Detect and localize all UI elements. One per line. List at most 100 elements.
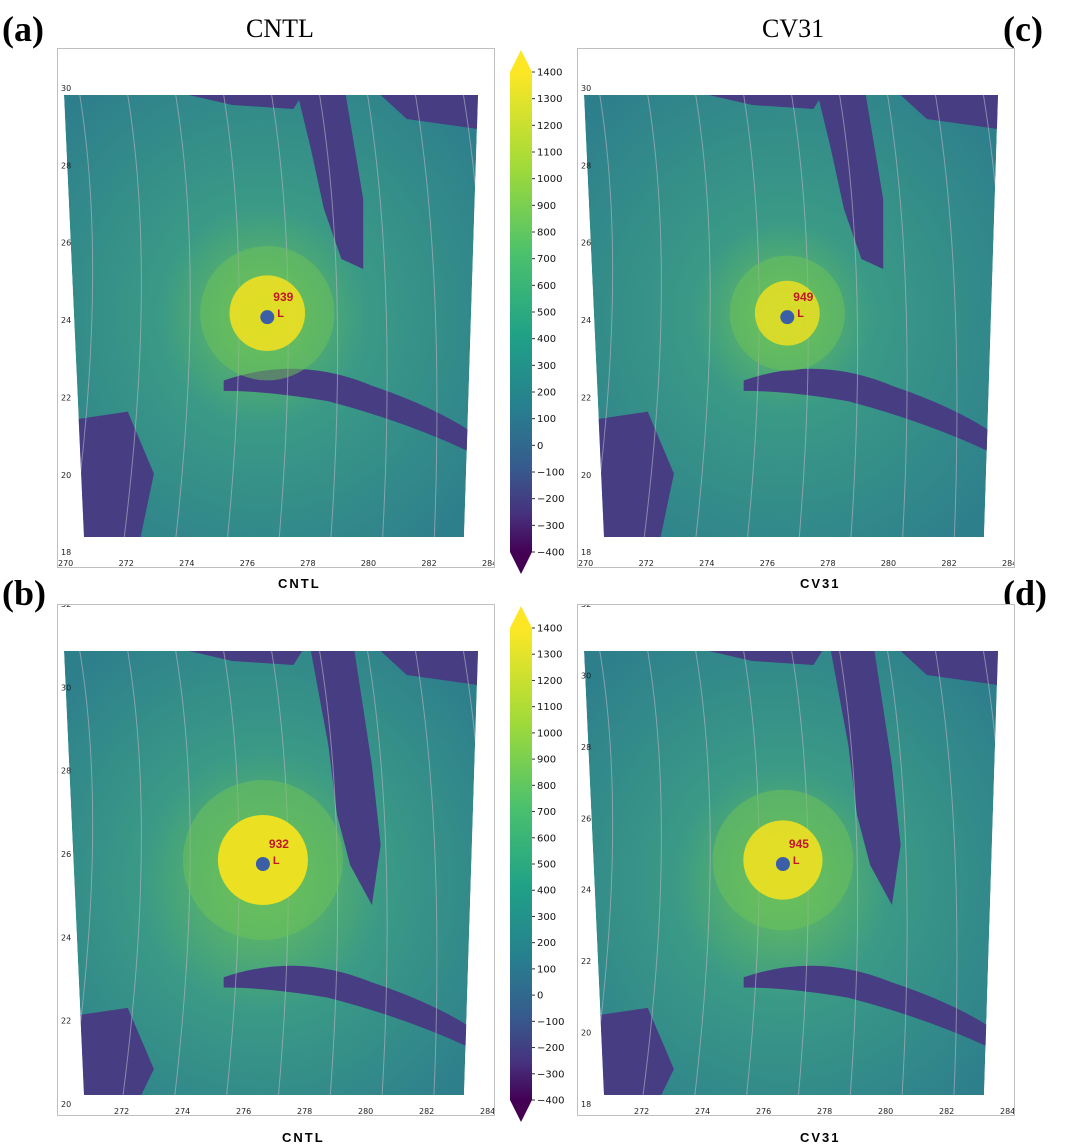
colorbar-tick-label: −300 <box>537 1069 564 1080</box>
x-tick-label: 280 <box>358 1107 373 1115</box>
y-tick-label: 24 <box>581 316 591 325</box>
colorbar-tick-label: 0 <box>537 991 543 1002</box>
pressure-contour <box>641 95 662 537</box>
pressure-contour <box>367 651 388 1095</box>
low-marker-label: L <box>273 855 280 867</box>
colorbar-gradient <box>510 628 532 1100</box>
panel-title-b: CNTL <box>282 1130 325 1145</box>
colorbar-tick-label: 600 <box>537 281 556 292</box>
colorbar-max-extend <box>510 50 532 72</box>
colorbar-tick-label: 1200 <box>537 121 562 132</box>
y-tick-label: 20 <box>581 471 591 480</box>
y-tick-label: 32 <box>61 605 71 609</box>
colorbar-canvas: 1400130012001100100090080070060050040030… <box>510 606 564 1122</box>
x-tick-label: 276 <box>756 1107 771 1115</box>
pressure-contour <box>367 95 388 537</box>
x-tick-label: 272 <box>114 1107 129 1115</box>
pressure-contour <box>982 95 998 537</box>
x-tick-label: 282 <box>421 559 436 567</box>
panel-title-c: CV31 <box>800 576 841 591</box>
colorbar-min-extend <box>510 1100 532 1122</box>
colorbar-tick-label: 1100 <box>537 148 562 159</box>
x-tick-label: 274 <box>695 1107 710 1115</box>
x-tick-label: 274 <box>179 559 194 567</box>
y-tick-label: 20 <box>61 471 71 480</box>
x-tick-label: 270 <box>578 559 593 567</box>
panel-label-a: (a) <box>2 9 44 49</box>
x-tick-label: 274 <box>175 1107 190 1115</box>
central-pressure-label: 949 <box>793 290 813 304</box>
y-tick-label: 18 <box>61 548 71 557</box>
colorbar-tick-label: 400 <box>537 334 556 345</box>
colorbar-tick-label: 1400 <box>537 624 562 635</box>
x-tick-label: 282 <box>419 1107 434 1115</box>
y-tick-label: 24 <box>61 316 71 325</box>
x-tick-label: 280 <box>881 559 896 567</box>
x-tick-label: 278 <box>297 1107 312 1115</box>
colorbar-tick-label: 1000 <box>537 174 562 185</box>
central-pressure-label: 939 <box>273 290 293 304</box>
y-tick-label: 26 <box>581 239 591 248</box>
colorbar-tick-label: 700 <box>537 254 556 265</box>
y-tick-label: 28 <box>61 767 71 776</box>
gulf-coast-landmass <box>188 651 303 665</box>
colorbar-tick-label: −100 <box>537 1017 564 1028</box>
gulf-coast-landmass <box>188 95 303 109</box>
colorbar-tick-label: 1300 <box>537 94 562 105</box>
y-tick-label: 32 <box>581 605 591 609</box>
pressure-contour <box>462 95 478 537</box>
map-canvas-c: 949 L 30 28 26 24 22 20 18 270 272 274 276 278 280 282 2… <box>578 84 1014 567</box>
colorbar-tick-label: 800 <box>537 228 556 239</box>
y-tick-label: 30 <box>61 84 71 93</box>
y-tick-label: 18 <box>581 1100 591 1109</box>
y-tick-label: 28 <box>581 161 591 170</box>
cuba-landmass <box>743 368 993 454</box>
map-panel-d: 945 L 32 30 28 26 24 22 20 18 272 274 276 278 280 282 28… <box>577 604 1015 1116</box>
colorbar-tick-label: 1000 <box>537 728 562 739</box>
x-tick-label: 282 <box>941 559 956 567</box>
y-tick-label: 22 <box>61 1017 71 1026</box>
y-tick-label: 30 <box>581 84 591 93</box>
colorbar-tick-label: 1400 <box>537 68 562 79</box>
colorbar-tick-label: 400 <box>537 886 556 897</box>
x-tick-label: 284 <box>1000 1107 1014 1115</box>
colorbar-tick-label: 700 <box>537 807 556 818</box>
low-marker-label: L <box>793 855 800 867</box>
y-tick-label: 20 <box>61 1100 71 1109</box>
y-tick-label: 30 <box>61 683 71 692</box>
panel-label-b: (b) <box>2 573 46 613</box>
x-tick-label: 278 <box>300 559 315 567</box>
x-tick-label: 278 <box>820 559 835 567</box>
map-canvas-b: 932 L 32 30 28 26 24 22 20 272 274 276 278 280 282 284 <box>61 605 494 1115</box>
panel-label-c: (c) <box>1003 9 1043 49</box>
colorbar-tick-label: 100 <box>537 964 556 975</box>
colorbar-tick-label: −300 <box>537 521 564 532</box>
storm-eye <box>260 310 275 325</box>
x-tick-label: 272 <box>634 1107 649 1115</box>
central-pressure-label: 932 <box>269 837 289 851</box>
colorbar-tick-label: 1200 <box>537 676 562 687</box>
colorbar-canvas: 1400130012001100100090080070060050040030… <box>510 50 564 574</box>
y-tick-label: 26 <box>61 850 71 859</box>
x-tick-label: 276 <box>236 1107 251 1115</box>
pressure-contour <box>693 95 711 537</box>
pressure-contour <box>415 95 438 537</box>
colorbar-tick-label: 200 <box>537 938 556 949</box>
x-tick-label: 282 <box>939 1107 954 1115</box>
pressure-contour <box>935 95 958 537</box>
colorbar-tick-label: 500 <box>537 308 556 319</box>
colorbar-tick-label: 1300 <box>537 650 562 661</box>
low-marker-label: L <box>797 308 804 320</box>
pressure-contour <box>173 95 191 537</box>
y-tick-label: 22 <box>581 957 591 966</box>
pressure-contour <box>693 651 711 1095</box>
gulf-coast-landmass <box>708 651 823 665</box>
x-tick-label: 272 <box>119 559 134 567</box>
x-tick-label: 276 <box>760 559 775 567</box>
colorbar-tick-label: 900 <box>537 201 556 212</box>
storm-eye <box>775 857 790 871</box>
pressure-contour <box>839 651 859 1095</box>
pressure-contour <box>935 651 958 1095</box>
pressure-contour <box>839 95 859 537</box>
y-tick-label: 22 <box>581 393 591 402</box>
